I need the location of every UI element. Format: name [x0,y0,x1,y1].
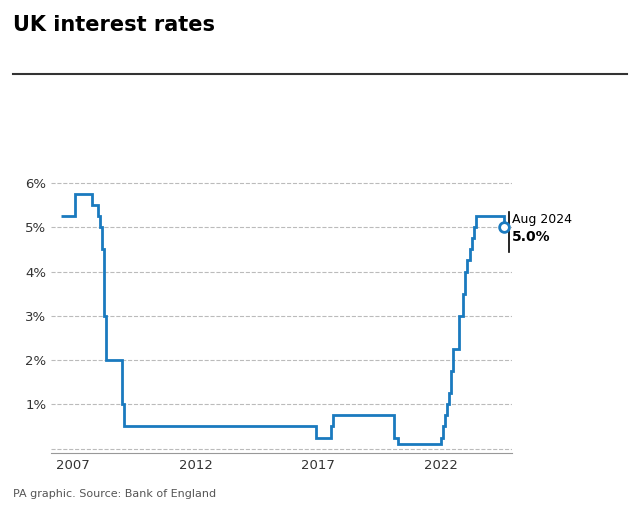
Text: 5.0%: 5.0% [511,230,550,244]
Text: PA graphic. Source: Bank of England: PA graphic. Source: Bank of England [13,489,216,499]
Text: UK interest rates: UK interest rates [13,15,215,35]
Text: Aug 2024: Aug 2024 [511,213,572,226]
